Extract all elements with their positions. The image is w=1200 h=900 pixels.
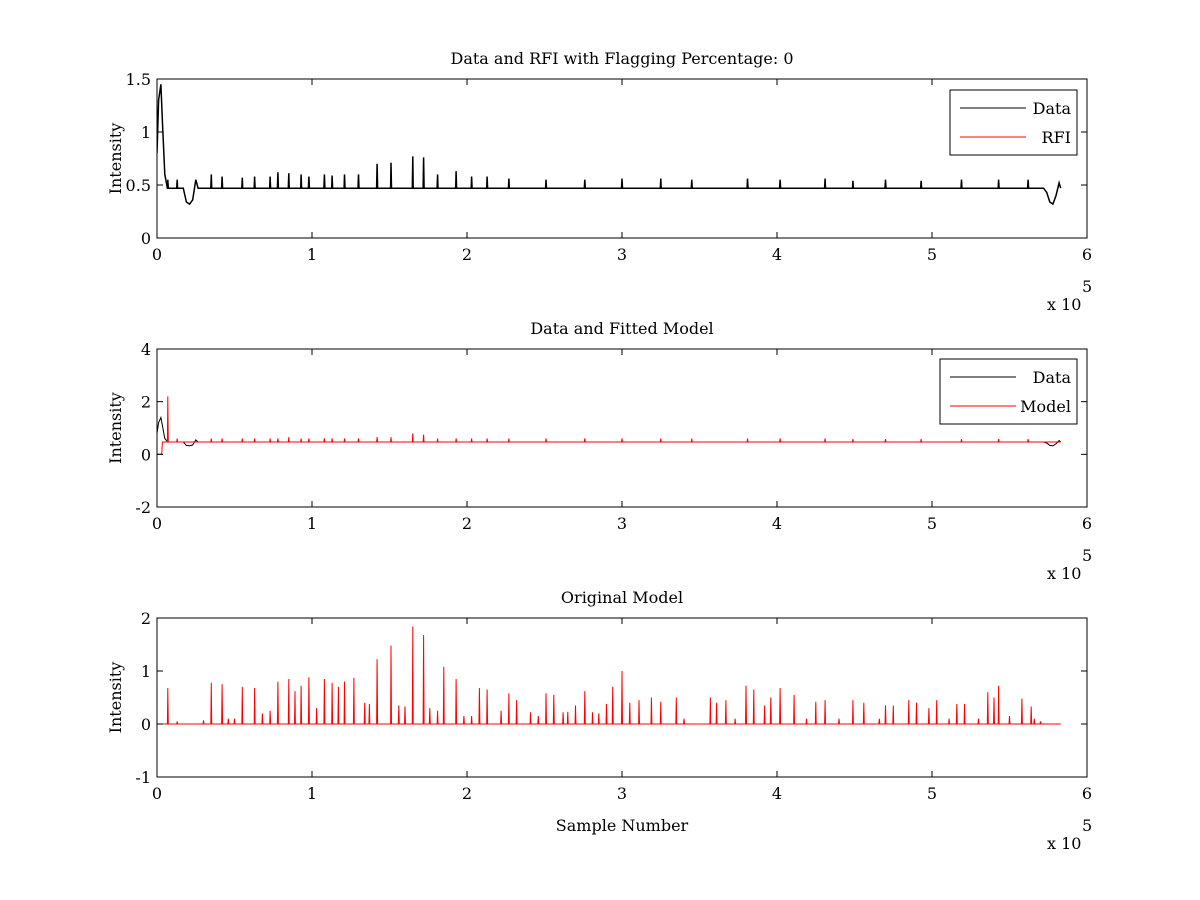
subplot-title: Data and RFI with Flagging Percentage: 0 [450,49,793,68]
x-exponent-power: 5 [1082,546,1092,565]
x-tick-label: 3 [617,245,627,264]
series-line-model [157,396,1061,455]
y-tick-label: 1 [141,123,151,142]
legend-entry-rfi: RFI [1042,128,1071,147]
plot-area [157,84,1062,206]
y-tick-label: -2 [135,498,151,517]
legend-entry-model: Model [1020,397,1071,416]
x-tick-label: 5 [927,784,937,803]
y-axis-label: Intensity [106,123,125,195]
x-tick-label: 5 [927,514,937,533]
x-tick-label: 0 [152,784,162,803]
plot-area [157,626,1061,725]
y-tick-label: 2 [141,393,151,412]
x-tick-label: 2 [462,245,472,264]
y-tick-label: 1 [141,662,151,681]
y-tick-label: 0.5 [126,176,151,195]
y-tick-label: 2 [141,609,151,628]
legend-entry-data: Data [1033,99,1072,118]
x-tick-label: 2 [462,514,472,533]
subplot-title: Original Model [561,588,683,607]
y-axis-label: Intensity [106,662,125,734]
x-exponent-base: x 10 [1047,834,1081,853]
x-exponent-power: 5 [1082,816,1092,835]
x-tick-label: 5 [927,245,937,264]
x-tick-label: 0 [152,245,162,264]
y-tick-label: 4 [141,340,151,359]
y-tick-label: 0 [141,715,151,734]
x-exponent-base: x 10 [1047,295,1081,314]
legend: Data Model [939,358,1078,425]
x-tick-label: 4 [772,514,782,533]
y-tick-label: 1.5 [126,70,151,89]
x-exponent-power: 5 [1082,277,1092,296]
x-tick-label: 3 [617,514,627,533]
x-tick-label: 1 [307,784,317,803]
y-axis-label: Intensity [106,392,125,464]
x-axis-label: Sample Number [556,816,689,835]
subplot-1: 0 1 2 3 4 5 6 0 0.5 1 1.5 Data and RFI with Flaggin… [106,49,1092,314]
series-line-data [157,84,1062,206]
legend-box [949,89,1078,156]
x-tick-label: 1 [307,245,317,264]
x-tick-label: 6 [1082,245,1092,264]
x-tick-label: 3 [617,784,627,803]
series-line-data [157,415,1062,447]
legend-entry-data: Data [1033,368,1072,387]
plot-area [157,396,1062,455]
x-tick-label: 2 [462,784,472,803]
y-tick-label: -1 [135,768,151,787]
legend-box [939,358,1078,425]
x-tick-label: 4 [772,245,782,264]
x-tick-label: 0 [152,514,162,533]
x-tick-label: 4 [772,784,782,803]
y-tick-label: 0 [141,229,151,248]
x-exponent-base: x 10 [1047,564,1081,583]
legend: Data RFI [949,89,1078,156]
x-tick-label: 6 [1082,784,1092,803]
x-tick-label: 1 [307,514,317,533]
series-line-model [157,626,1061,725]
x-tick-label: 6 [1082,514,1092,533]
subplot-title: Data and Fitted Model [530,319,713,338]
y-tick-label: 0 [141,445,151,464]
